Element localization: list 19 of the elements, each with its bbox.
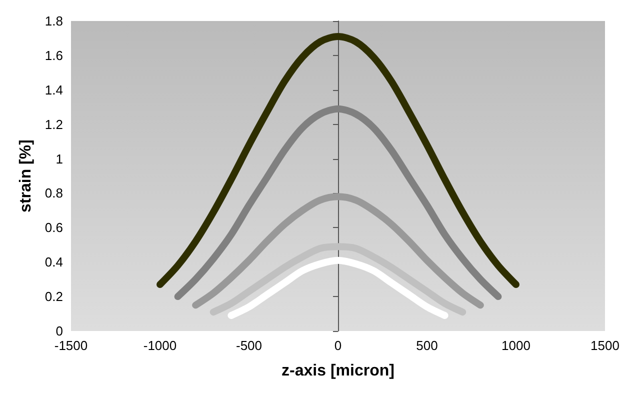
y-tick-label: 0.2 — [44, 289, 63, 304]
x-tick-label: 1500 — [590, 338, 620, 353]
x-tick-label: 500 — [416, 338, 438, 353]
y-tick-label: 1 — [56, 151, 63, 166]
x-tick-label: -1000 — [143, 338, 177, 353]
y-tick-label: 1.4 — [44, 82, 63, 98]
x-tick-label: 1000 — [502, 338, 530, 353]
x-axis-title: z-axis [micron] — [282, 362, 394, 380]
y-axis-title: strain [%] — [18, 140, 35, 212]
y-tick-label: 0.4 — [44, 254, 63, 270]
y-tick-label: 0.8 — [44, 186, 63, 201]
x-tick-label: -1500 — [54, 338, 88, 353]
y-tick-label: 1.8 — [44, 14, 63, 28]
y-tick-label: 1.6 — [44, 48, 63, 63]
x-tick-label: -500 — [236, 338, 262, 353]
y-tick-label: 0.6 — [44, 220, 63, 236]
x-tick-label: 0 — [334, 338, 342, 353]
y-tick-label: 0 — [56, 324, 63, 338]
y-tick-label: 1.2 — [44, 116, 63, 132]
